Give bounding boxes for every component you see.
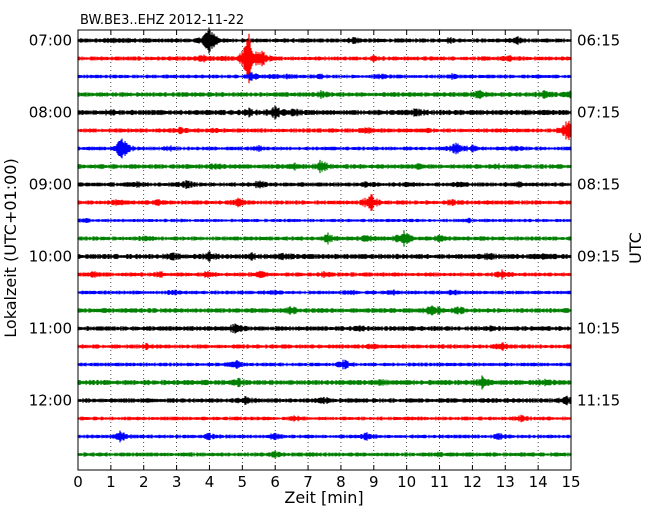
x-tick-label: 10 [397, 473, 416, 491]
x-tick-label: 9 [369, 473, 379, 491]
trace-23-line [77, 450, 572, 459]
y-tick-label-left: 12:00 [29, 392, 72, 410]
y-tick-label-right: 09:15 [577, 248, 620, 266]
x-tick-label: 8 [336, 473, 346, 491]
x-tick-label: 7 [303, 473, 313, 491]
y-tick-label-right: 07:15 [577, 104, 620, 122]
y-tick-label-left: 07:00 [29, 32, 72, 50]
trace-22-line [77, 430, 572, 443]
y-tick-label-left: 08:00 [29, 104, 72, 122]
y-tick-label-right: 10:15 [577, 320, 620, 338]
trace-16-line [77, 323, 572, 334]
trace-15-line [77, 305, 572, 316]
axis-ticks: 0 1 2 3 4 5 6 7 8 9 10 11 12 13 14 1507:0008:0009:0010:… [29, 30, 620, 491]
grid-lines [110, 30, 539, 470]
y-axis-label-right: UTC [626, 232, 645, 264]
trace-19-line [77, 375, 572, 390]
x-axis-label: Zeit [min] [284, 488, 363, 507]
trace-10-line [77, 217, 572, 224]
trace-lines [77, 27, 572, 459]
trace-4-line [77, 105, 572, 120]
trace-9-line [77, 194, 572, 211]
x-tick-label: 14 [529, 473, 548, 491]
y-tick-label-left: 10:00 [29, 248, 72, 266]
x-tick-label: 11 [430, 473, 449, 491]
trace-17-line [77, 342, 572, 351]
trace-8-line [77, 180, 572, 189]
trace-3-line [77, 89, 572, 100]
chart-title: BW.BE3..EHZ 2012-11-22 [80, 13, 244, 28]
plot-frame [77, 29, 572, 471]
trace-21-line [77, 414, 572, 423]
x-tick-label: 0 [73, 473, 83, 491]
trace-5-line [77, 120, 572, 141]
x-tick-label: 3 [172, 473, 182, 491]
trace-6-line [77, 138, 572, 159]
x-tick-label: 4 [205, 473, 215, 491]
y-tick-label-right: 08:15 [577, 176, 620, 194]
x-tick-label: 5 [238, 473, 248, 491]
trace-11-line [77, 230, 572, 247]
x-tick-label: 2 [139, 473, 149, 491]
trace-2-line [77, 72, 572, 81]
x-tick-label: 15 [561, 473, 580, 491]
y-tick-label-right: 11:15 [577, 392, 620, 410]
trace-13-line [77, 269, 572, 280]
trace-0-line [77, 27, 572, 54]
y-tick-label-right: 06:15 [577, 32, 620, 50]
y-tick-label-left: 09:00 [29, 176, 72, 194]
y-axis-label-left: Lokalzeit (UTC+01:00) [1, 158, 20, 337]
y-tick-label-left: 11:00 [29, 320, 72, 338]
x-tick-label: 1 [106, 473, 116, 491]
x-tick-label: 12 [463, 473, 482, 491]
trace-20-line [77, 395, 572, 406]
trace-14-line [77, 289, 572, 296]
trace-18-line [77, 359, 572, 370]
trace-12-line [77, 251, 572, 262]
x-tick-label: 13 [496, 473, 515, 491]
trace-7-line [77, 159, 572, 174]
x-tick-label: 6 [270, 473, 280, 491]
